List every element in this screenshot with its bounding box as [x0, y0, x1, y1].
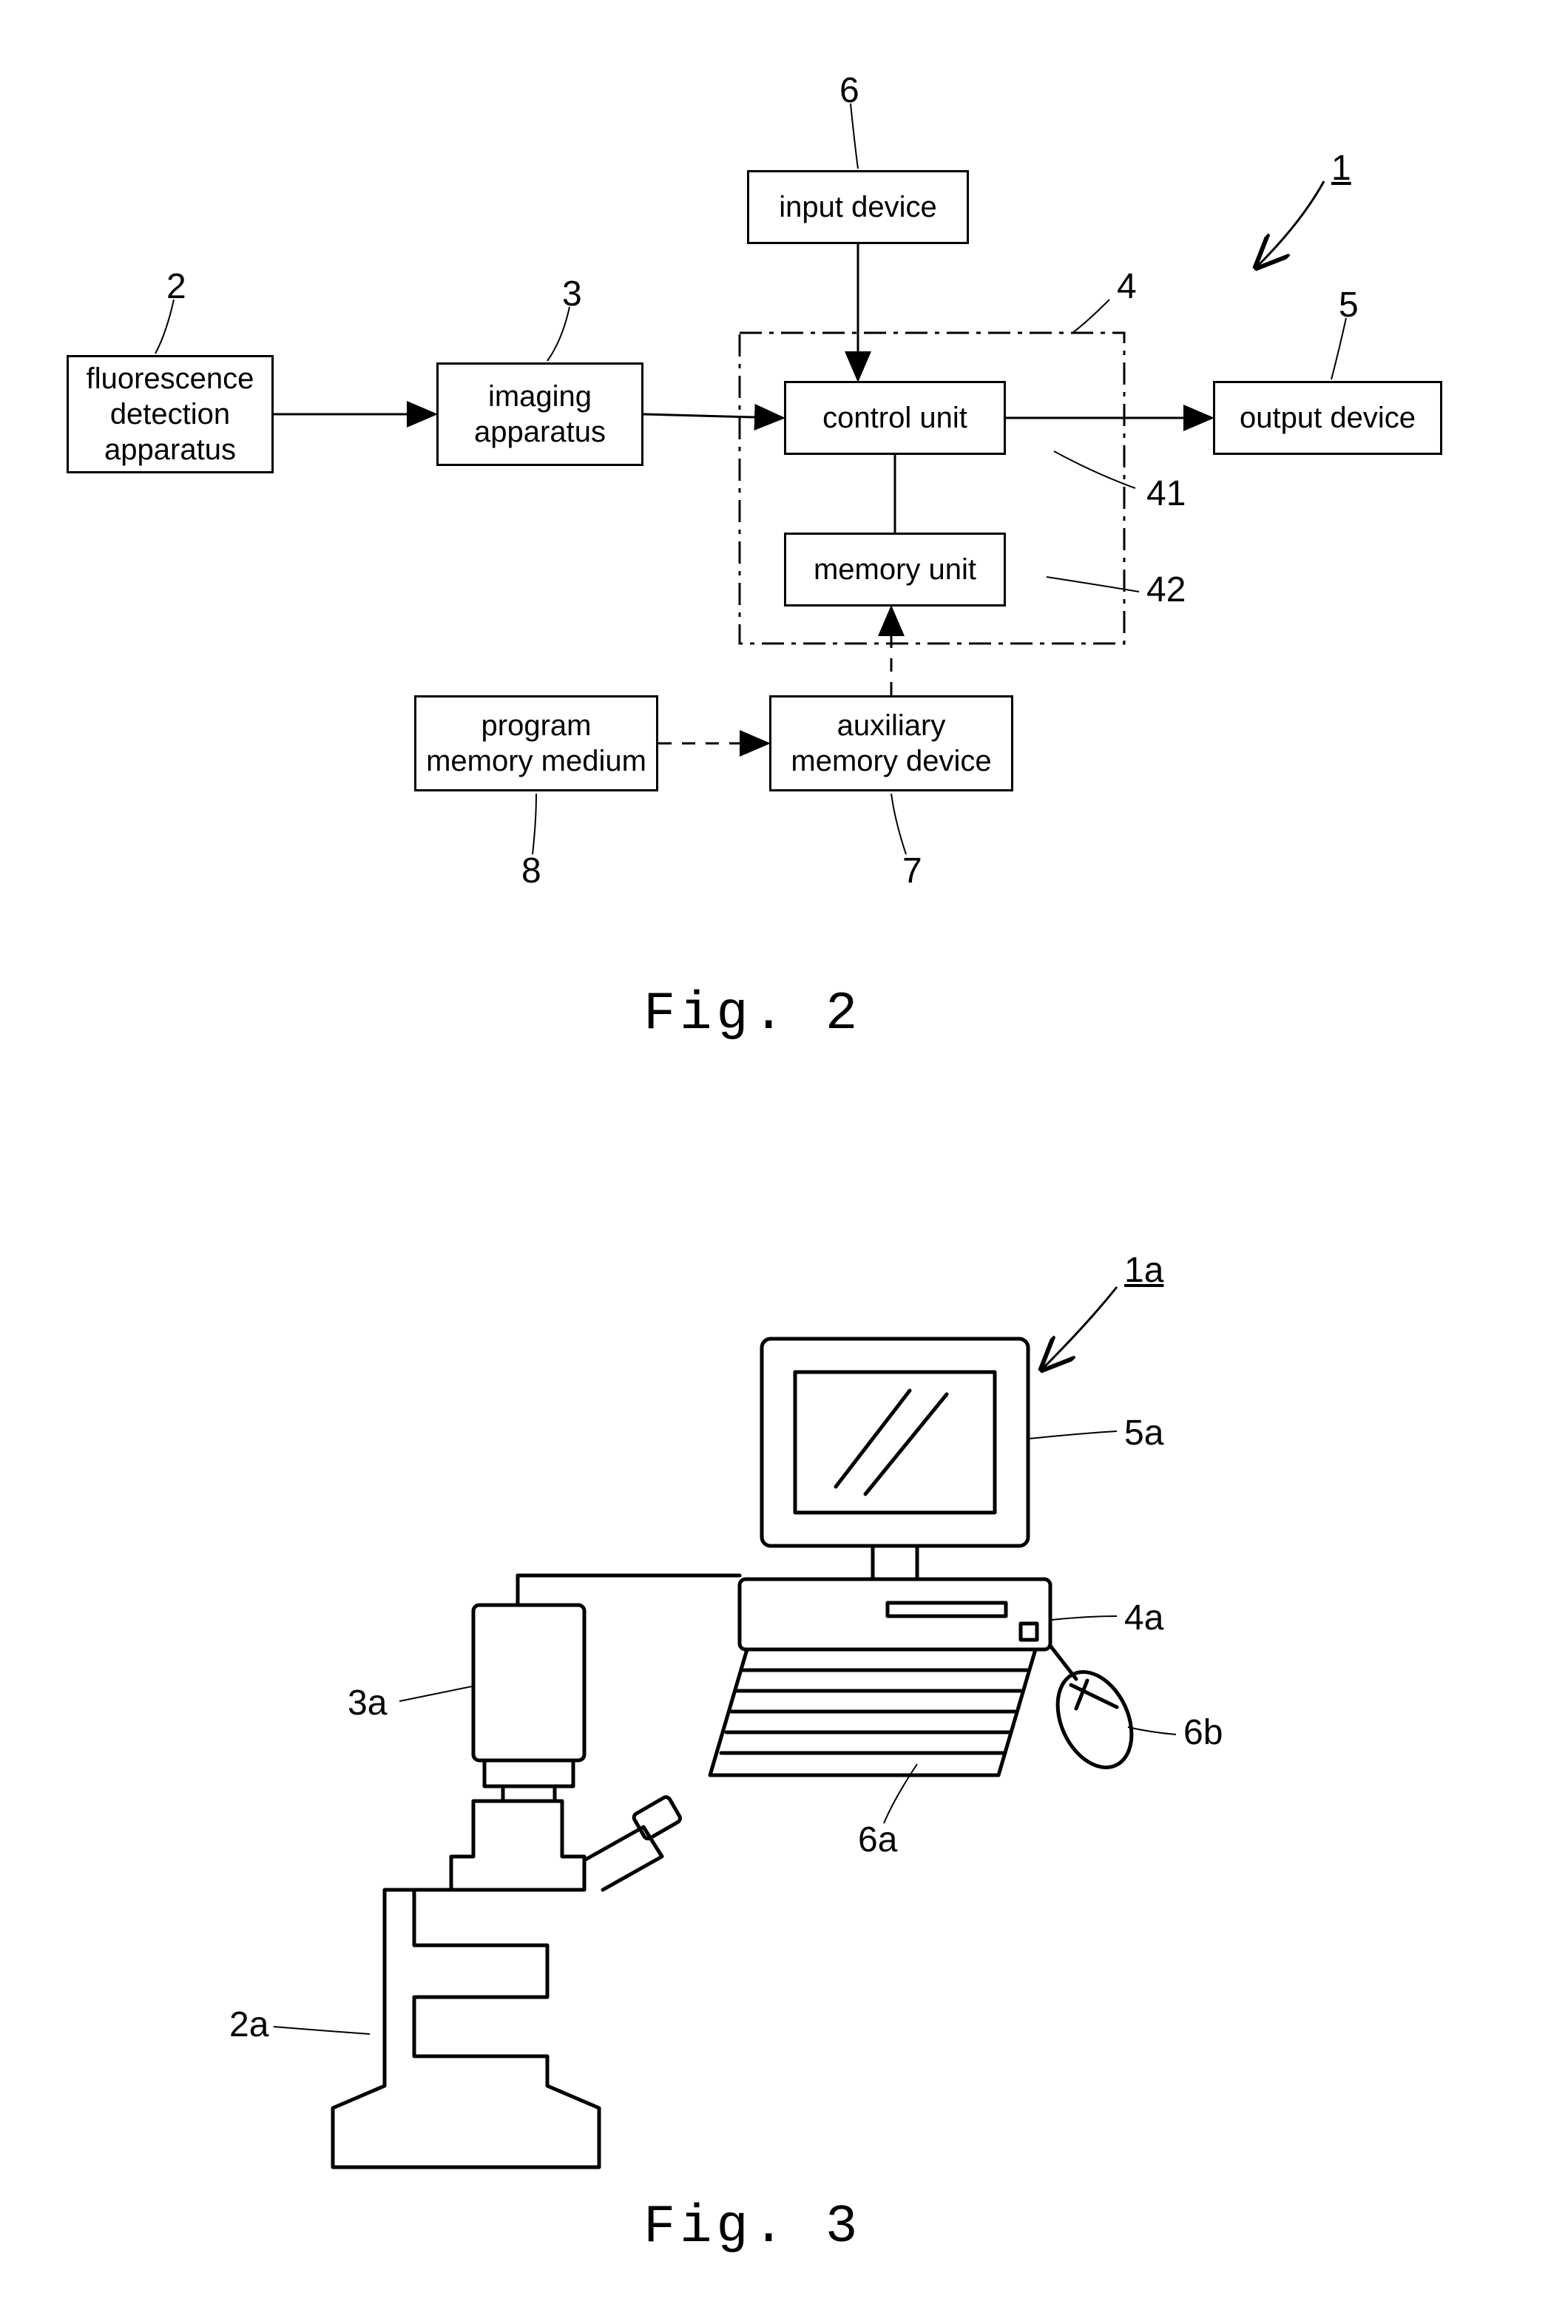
- ref-1a: 1a: [1124, 1250, 1163, 1291]
- ref-6b: 6b: [1183, 1712, 1223, 1753]
- ref-2a: 2a: [229, 2004, 268, 2045]
- fig3-drawing: [0, 0, 1568, 2324]
- ref-4a: 4a: [1124, 1598, 1163, 1638]
- ref-5a: 5a: [1124, 1413, 1163, 1453]
- page: fluorescence detection apparatus imaging…: [0, 0, 1568, 2324]
- ref-6a: 6a: [858, 1820, 897, 1860]
- ref-3a: 3a: [348, 1683, 387, 1723]
- fig3-caption: Fig. 3: [643, 2197, 862, 2257]
